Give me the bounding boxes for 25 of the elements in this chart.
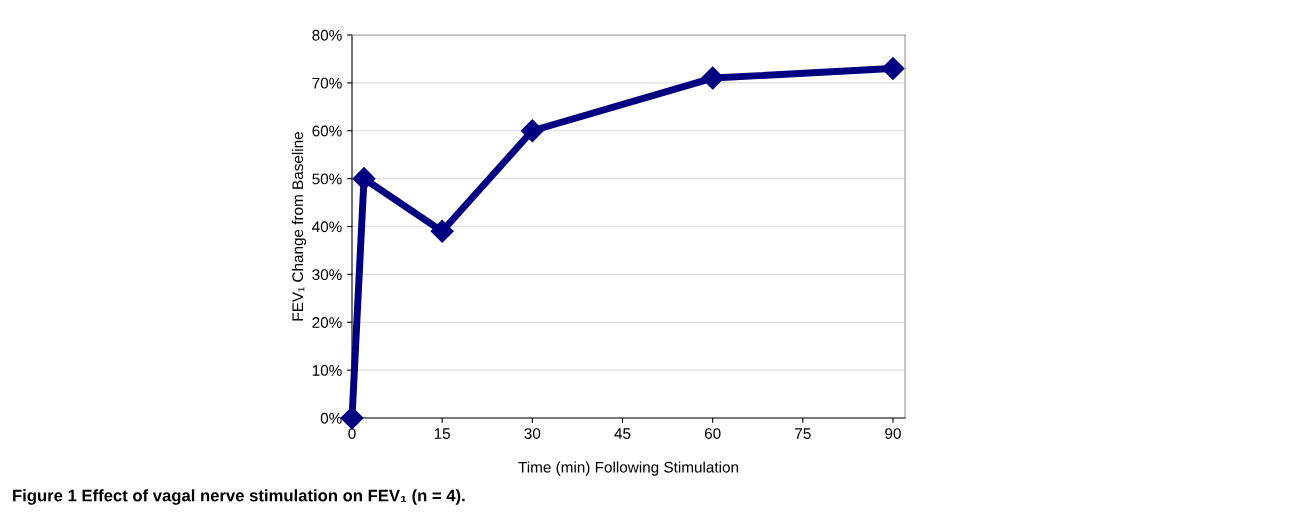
point [701, 66, 725, 90]
x-tick-label: 90 [885, 428, 901, 439]
y-axis-title: FEV₁ Change from Baseline [291, 132, 307, 321]
caption: Figure 1 Effect of vagal nerve stimulation on FEV₁ (n = 4). [13, 489, 465, 505]
y-tick-label: 20% [312, 317, 342, 328]
y-tick-label: 70% [312, 77, 342, 89]
point [352, 167, 376, 191]
x-tick-label: 30 [524, 428, 541, 439]
x-tick-label: 75 [795, 428, 811, 439]
x-tick-label: 45 [614, 428, 631, 439]
y-tick-label: 0% [320, 412, 342, 424]
x-tick-label: 0 [348, 428, 356, 439]
point [340, 406, 364, 430]
y-tick-label: 60% [312, 125, 342, 137]
y-tick-label: 30% [312, 269, 342, 281]
y-tick-label: 80% [312, 29, 342, 41]
point [881, 57, 905, 81]
x-tick-label: 15 [434, 428, 451, 439]
x-tick-label: 60 [704, 428, 721, 439]
y-tick-label: 10% [312, 364, 342, 376]
point [430, 219, 454, 243]
x-axis-title: Time (min) Following Stimulation [518, 461, 739, 476]
point [520, 119, 544, 143]
y-tick-label: 50% [312, 173, 342, 185]
y-tick-label: 40% [312, 221, 342, 233]
